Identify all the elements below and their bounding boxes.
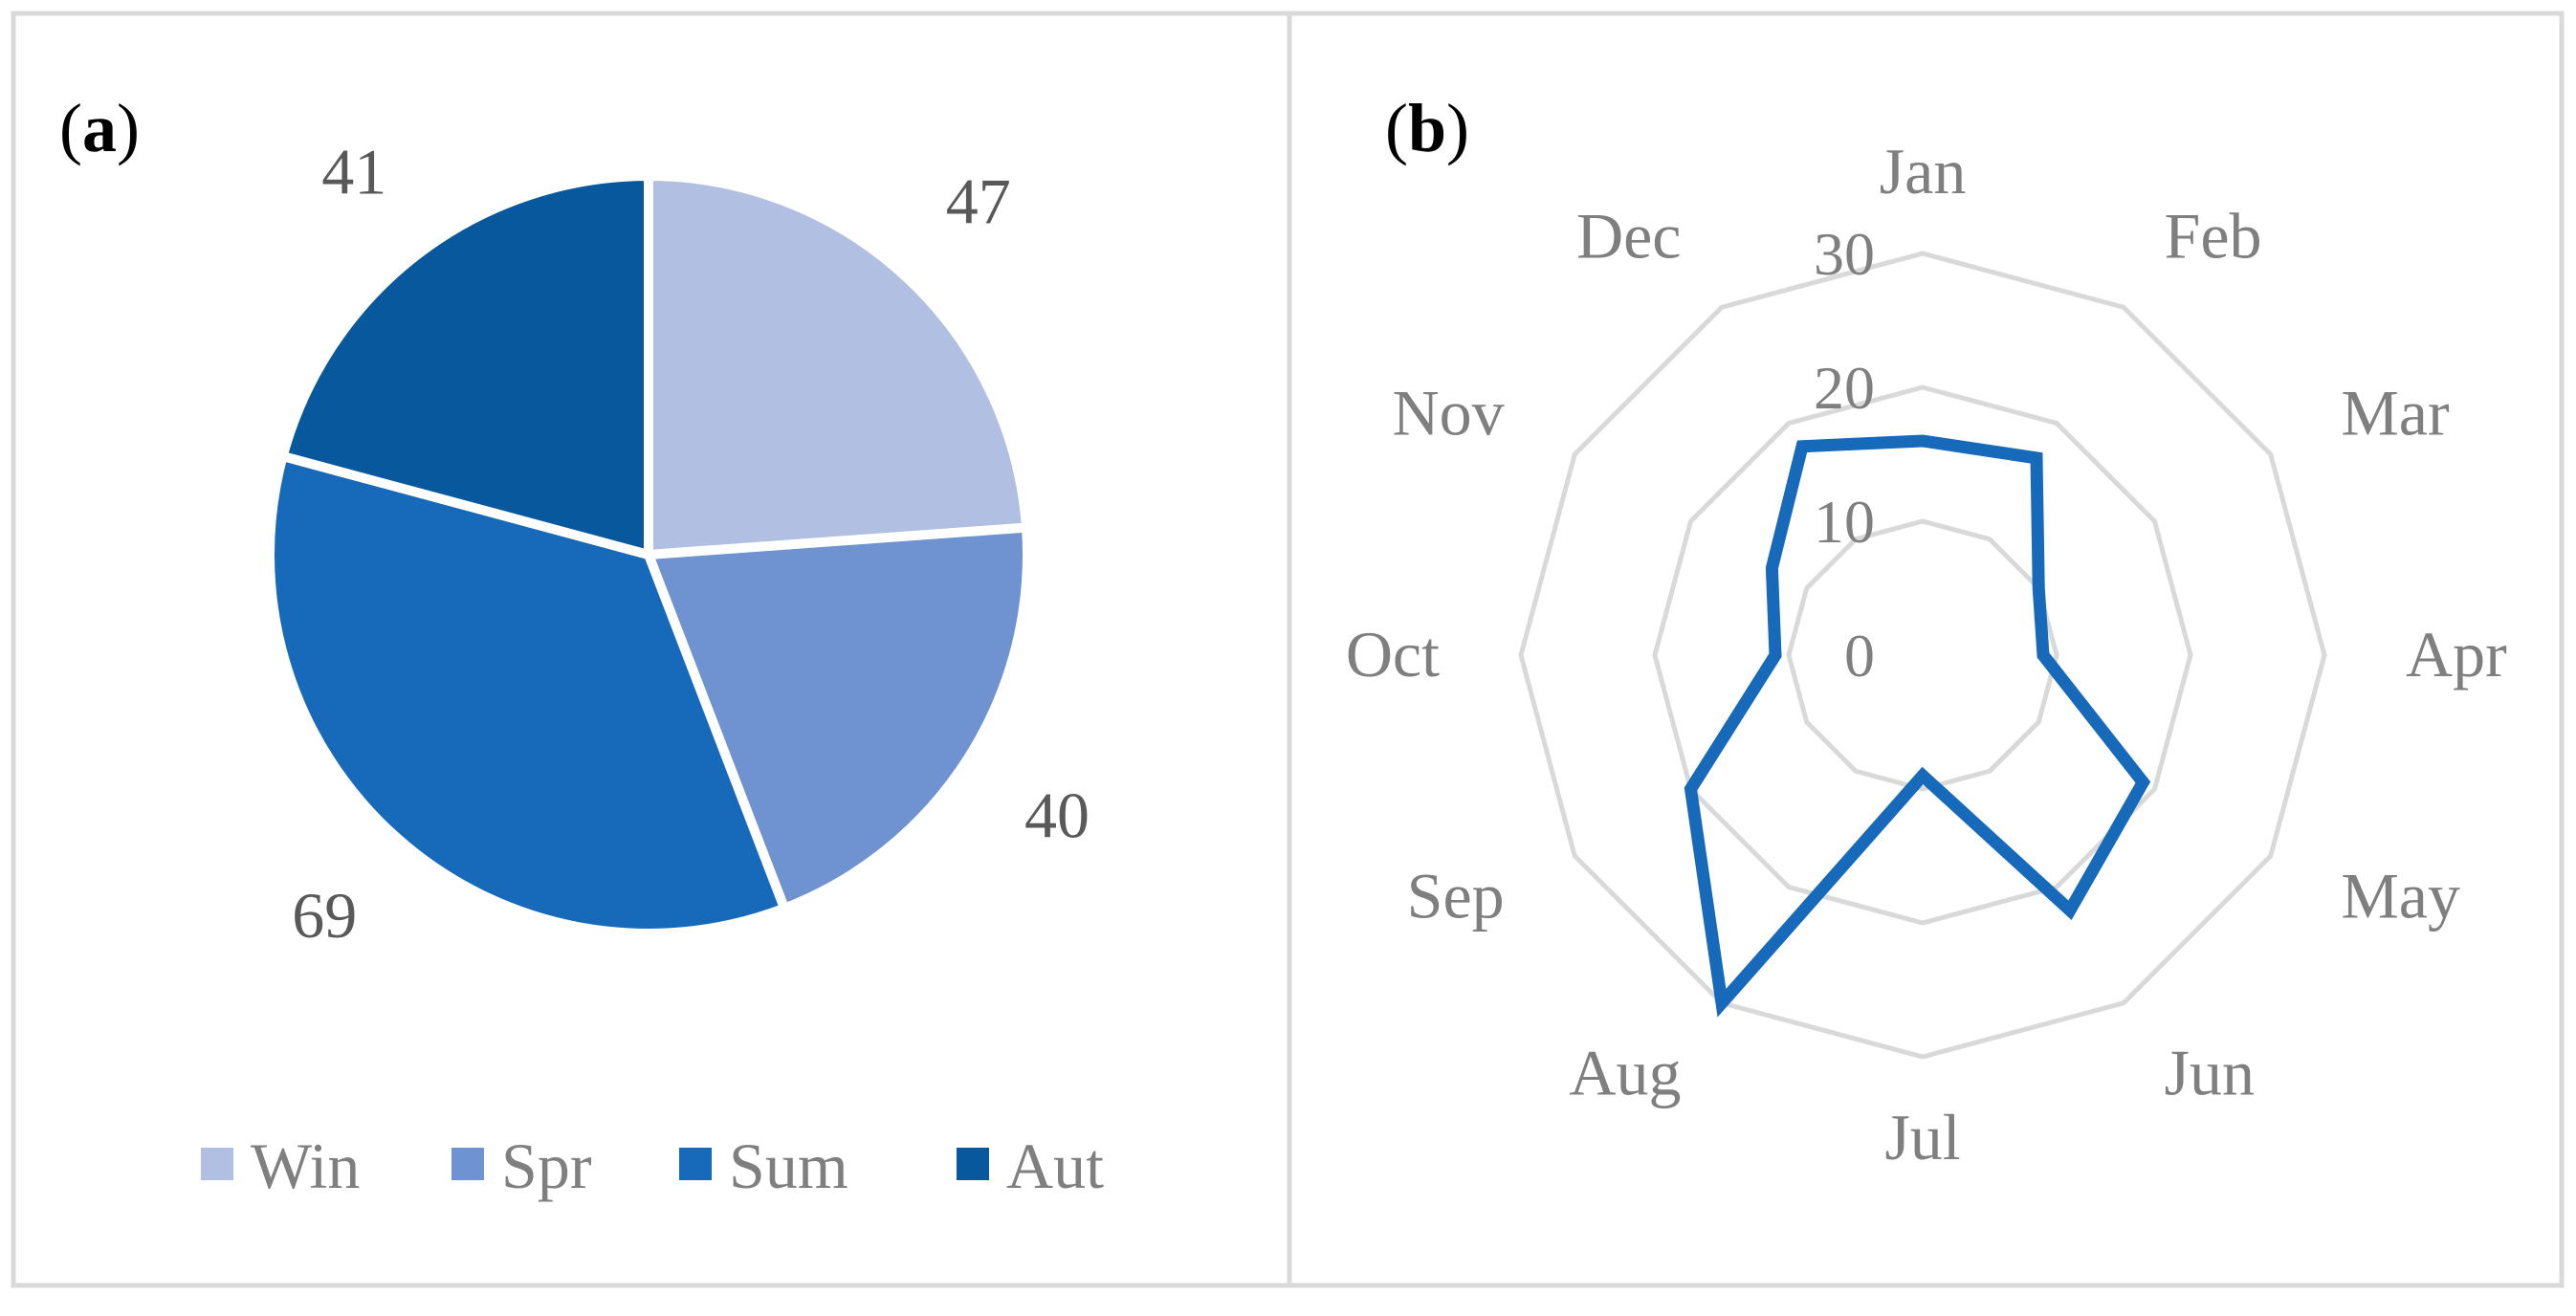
pie-data-labels: 47 40 69 41 bbox=[292, 135, 1090, 951]
legend-label-win: Win bbox=[251, 1130, 360, 1202]
radar-category-jan: Jan bbox=[1880, 135, 1967, 208]
legend-label-aut: Aut bbox=[1006, 1130, 1104, 1202]
radar-series bbox=[1684, 434, 2151, 1018]
pie-slice-sum bbox=[265, 450, 791, 938]
radar-category-sep: Sep bbox=[1407, 860, 1505, 932]
pie-slices bbox=[265, 170, 1032, 938]
legend-swatch-spr bbox=[451, 1148, 484, 1180]
radar-tick-10: 10 bbox=[1814, 488, 1875, 556]
radar-category-may: May bbox=[2341, 860, 2460, 932]
legend-entry-win: Win bbox=[201, 1130, 360, 1202]
legend-entry-spr: Spr bbox=[451, 1130, 592, 1202]
pie-chart: (a) 47 40 69 41 Win Spr Sum Aut bbox=[59, 90, 1104, 1202]
radar-grid bbox=[1518, 251, 2327, 1060]
radar-category-mar: Mar bbox=[2341, 377, 2450, 450]
radar-category-feb: Feb bbox=[2165, 200, 2262, 273]
legend-label-spr: Spr bbox=[501, 1130, 592, 1202]
radar-category-labels: Jan Feb Mar Apr May Jun Jul Aug Sep Oct Nov Dec bbox=[1346, 135, 2507, 1173]
panel-a-label: (a) bbox=[59, 90, 140, 166]
radar-category-aug: Aug bbox=[1569, 1036, 1681, 1108]
radar-tick-30: 30 bbox=[1814, 220, 1875, 288]
pie-legend: Win Spr Sum Aut bbox=[201, 1130, 1104, 1202]
radar-series-line-0 bbox=[1684, 434, 2151, 1018]
pie-label-win: 47 bbox=[946, 165, 1011, 238]
radar-chart: (b) 0 10 20 30 Jan Feb Mar Apr May Jun Jul Aug Sep O… bbox=[1346, 90, 2507, 1173]
pie-label-spr: 40 bbox=[1024, 779, 1090, 851]
radar-tick-0: 0 bbox=[1844, 622, 1875, 690]
legend-swatch-sum bbox=[679, 1148, 712, 1180]
radar-tick-labels: 0 10 20 30 bbox=[1814, 220, 1875, 690]
radar-category-apr: Apr bbox=[2406, 618, 2507, 691]
radar-category-nov: Nov bbox=[1393, 377, 1505, 450]
legend-entry-sum: Sum bbox=[679, 1130, 848, 1202]
legend-swatch-win bbox=[201, 1148, 233, 1180]
radar-category-dec: Dec bbox=[1576, 200, 1681, 273]
radar-gridline-30 bbox=[1518, 251, 2327, 1060]
radar-category-jul: Jul bbox=[1884, 1101, 1960, 1173]
pie-label-aut: 41 bbox=[321, 135, 386, 208]
pie-label-sum: 69 bbox=[292, 879, 357, 952]
panel-b-letter: b bbox=[1408, 90, 1446, 166]
radar-category-oct: Oct bbox=[1346, 618, 1440, 691]
panel-a-letter: a bbox=[82, 90, 117, 166]
radar-gridline-20 bbox=[1652, 384, 2193, 926]
radar-category-jun: Jun bbox=[2165, 1036, 2255, 1108]
pie-slice-win bbox=[644, 170, 1032, 560]
radar-tick-20: 20 bbox=[1814, 354, 1875, 422]
radar-gridline-10 bbox=[1786, 518, 2059, 792]
panel-b-frame bbox=[1287, 11, 2565, 1288]
panel-b-label: (b) bbox=[1385, 90, 1469, 166]
legend-swatch-aut bbox=[957, 1148, 989, 1180]
pie-slice-aut bbox=[276, 170, 653, 561]
legend-entry-aut: Aut bbox=[957, 1130, 1104, 1202]
legend-label-sum: Sum bbox=[729, 1130, 848, 1202]
pie-slice-spr bbox=[641, 522, 1032, 915]
